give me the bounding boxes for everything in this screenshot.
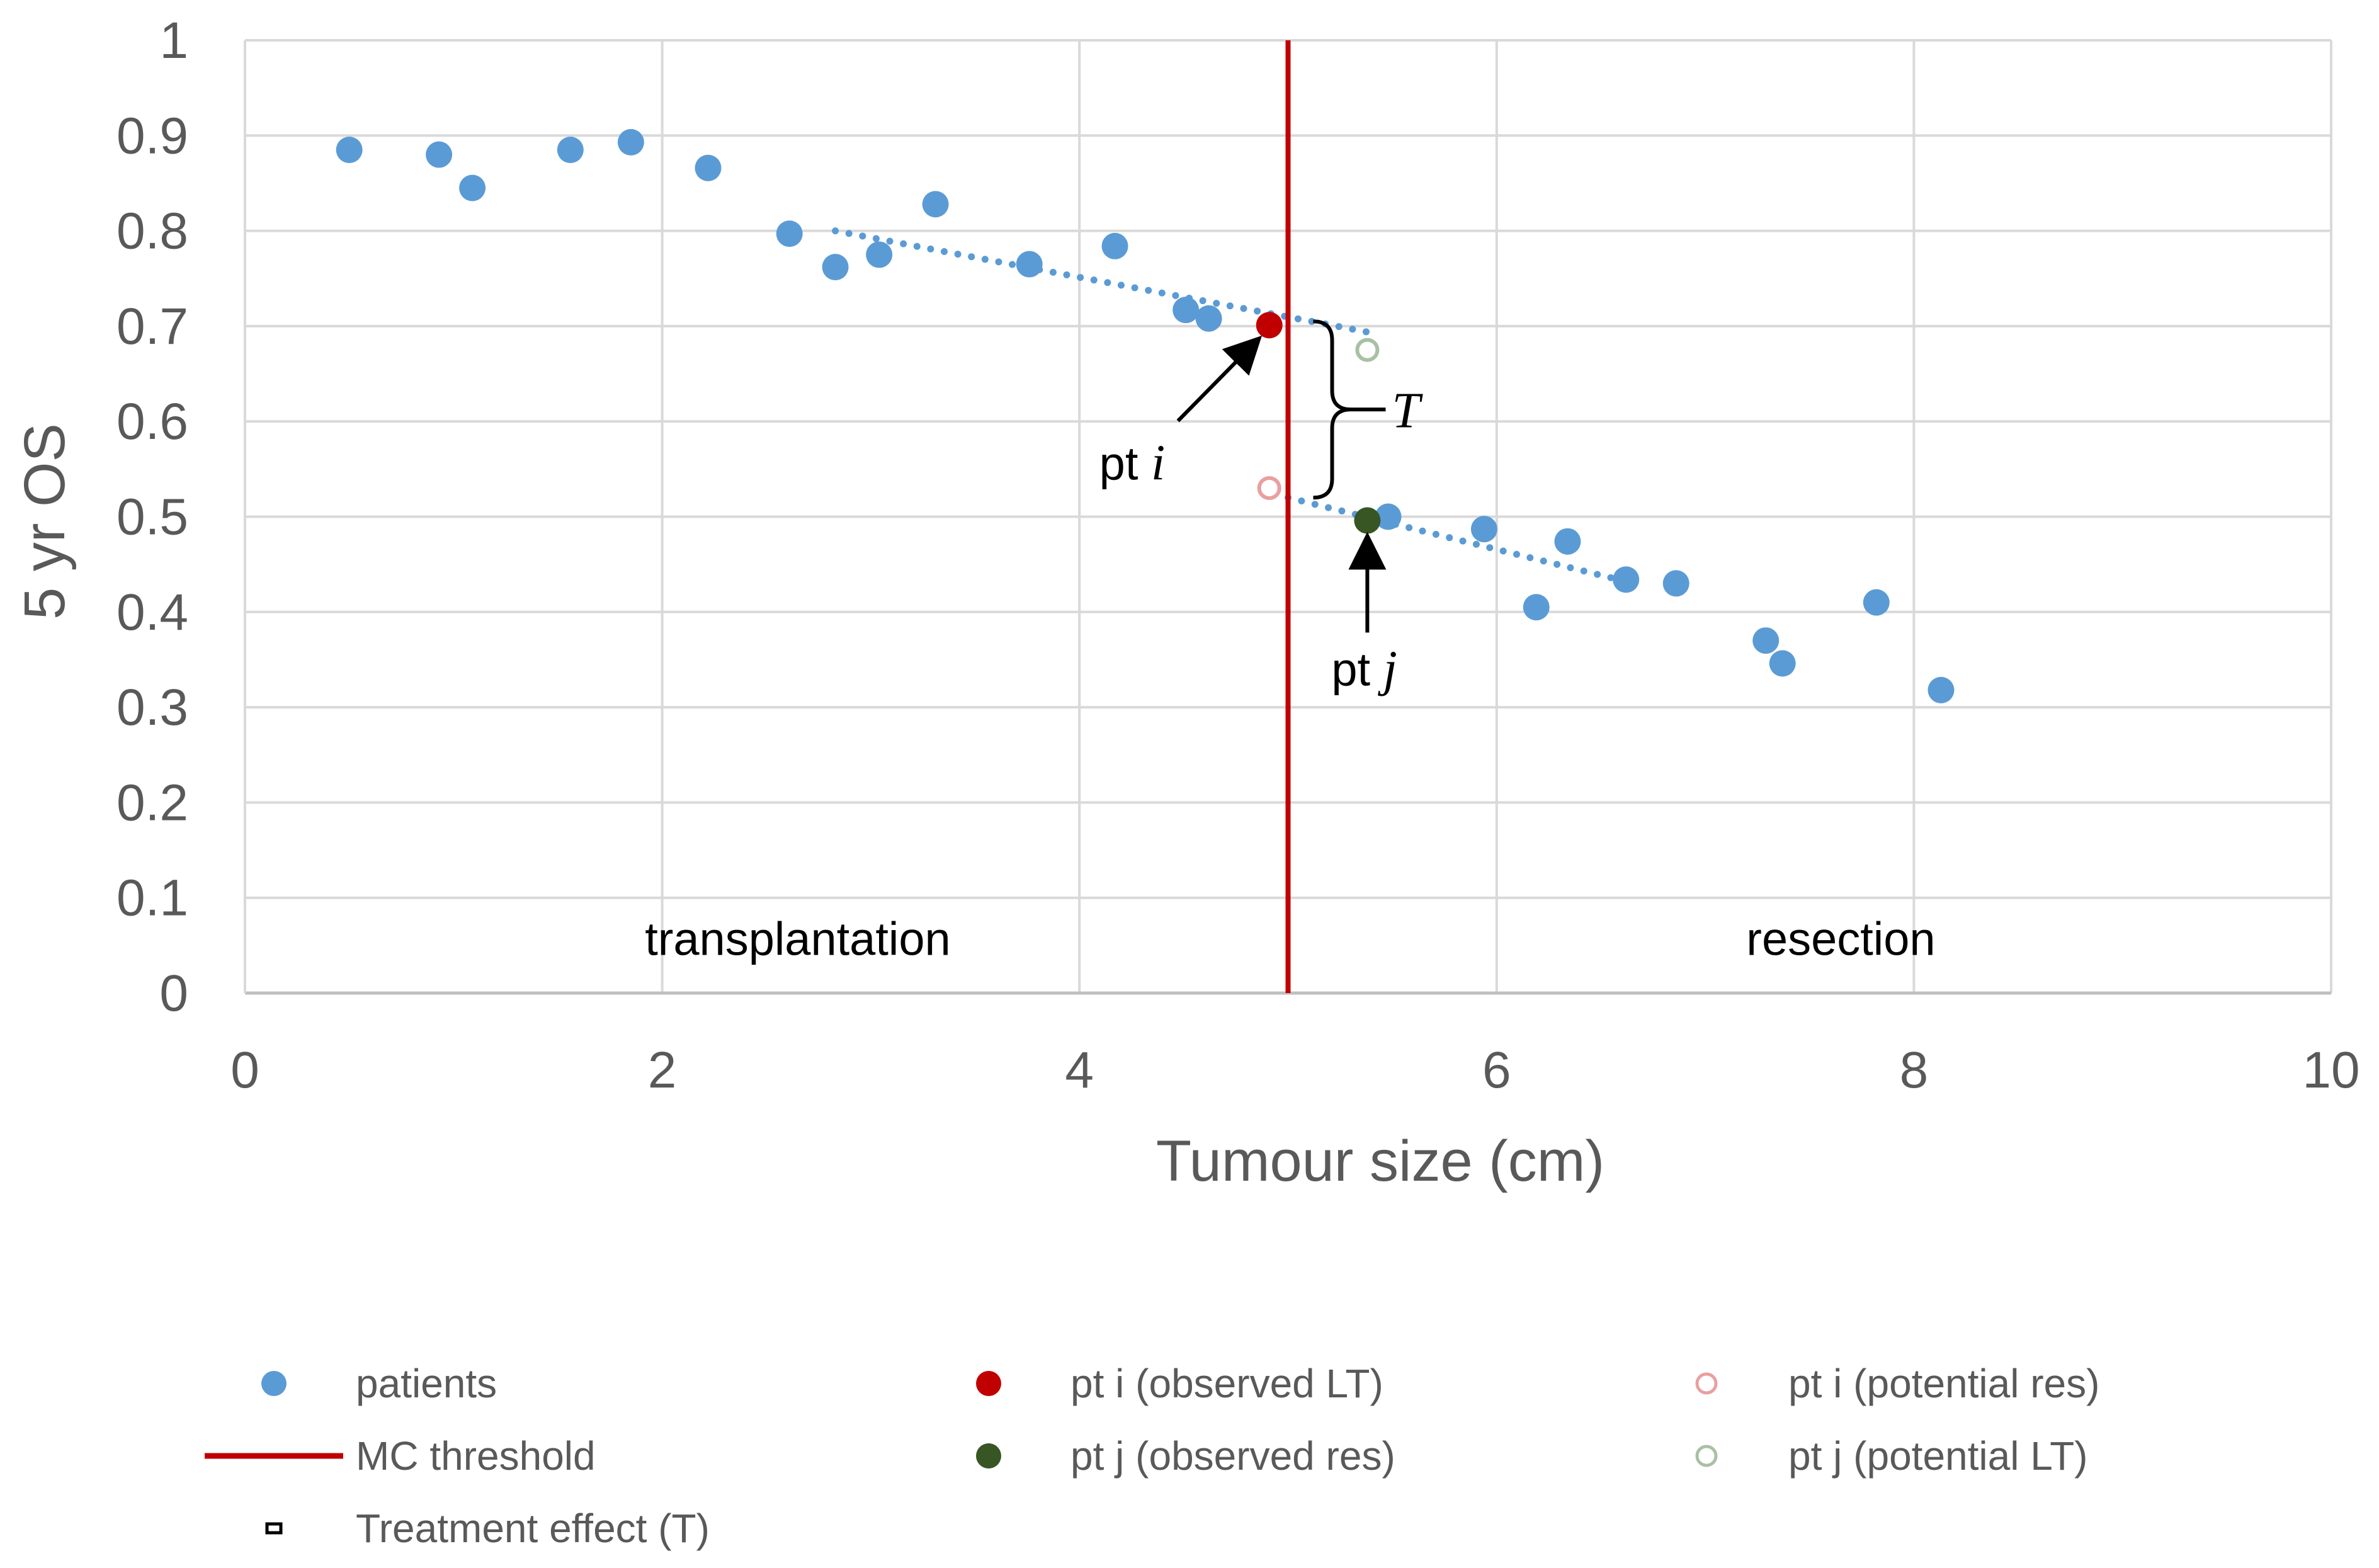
- legend-entry: MC threshold: [205, 1433, 596, 1479]
- y-tick-label: 0.4: [116, 584, 188, 641]
- pt-j-label-prefix: pt: [1331, 644, 1383, 696]
- patient-point: [1195, 305, 1222, 332]
- x-axis-title: Tumour size (cm): [1156, 1129, 1604, 1193]
- legend-marker-open: [1695, 1445, 1718, 1467]
- legend-marker-filled: [976, 1371, 1001, 1396]
- legend-marker-open: [1695, 1372, 1718, 1395]
- y-tick-label: 0.7: [116, 298, 188, 355]
- trendline-dotted: [1285, 494, 1630, 585]
- patient-point: [459, 174, 486, 202]
- legend-label: pt j (observed res): [1070, 1433, 1395, 1479]
- patient-point: [1863, 589, 1890, 616]
- pt-i-label: pt i: [1099, 435, 1166, 491]
- x-tick-label: 10: [2302, 1042, 2359, 1099]
- y-axis-title: 5 yr OS: [13, 423, 77, 620]
- patient-point: [1554, 528, 1581, 555]
- axes: 00.10.20.30.40.50.60.70.80.910 2 4 6 8 10: [116, 12, 2360, 1099]
- y-tick-label: 0.5: [116, 489, 188, 546]
- pt-i-potential-point: [1257, 476, 1281, 501]
- trendlines: [832, 227, 1630, 585]
- y-tick-label: 0.3: [116, 679, 188, 736]
- y-tick-label: 0.1: [116, 870, 188, 927]
- x-tick-label: 6: [1482, 1042, 1511, 1099]
- patient-point: [1172, 297, 1200, 324]
- patient-point: [1769, 650, 1796, 677]
- patient-point: [1613, 566, 1640, 593]
- x-tick-label: 8: [1900, 1042, 1929, 1099]
- region-label-resection: resection: [1746, 912, 1935, 965]
- patient-point: [1752, 627, 1780, 654]
- legend-marker-filled: [261, 1371, 287, 1396]
- pt-i-arrow: [1176, 335, 1263, 423]
- pt-j-label: pt j: [1331, 642, 1397, 697]
- patient-point: [1662, 570, 1689, 597]
- treatment-effect-label: T: [1392, 383, 1424, 438]
- patient-point: [922, 191, 949, 218]
- pt-j-observed-point: [1354, 507, 1381, 534]
- x-tick-label: 4: [1065, 1042, 1094, 1099]
- patient-point: [695, 154, 722, 181]
- patient-point: [1375, 503, 1402, 530]
- trendline-dotted: [832, 227, 1375, 336]
- patient-point: [557, 136, 584, 163]
- region-label-transplantation: transplantation: [645, 912, 950, 965]
- y-tick-label: 0.2: [116, 774, 188, 831]
- patient-point: [1101, 232, 1128, 259]
- legend-label: Treatment effect (T): [356, 1506, 710, 1551]
- legend-entry: pt j (potential LT): [1695, 1433, 2087, 1479]
- legend: patients pt i (observed LT) pt i (potentia…: [205, 1361, 2099, 1551]
- y-tick-label: 0.8: [116, 203, 188, 260]
- x-tick-label: 2: [648, 1042, 677, 1099]
- legend-entry: pt j (observed res): [976, 1433, 1395, 1479]
- patient-point: [617, 128, 644, 156]
- treatment-effect-brace: [1313, 319, 1351, 500]
- legend-label: MC threshold: [356, 1433, 596, 1479]
- y-tick-label: 0.6: [116, 393, 188, 450]
- legend-entry: pt i (observed LT): [976, 1361, 1383, 1406]
- legend-entry: patients: [261, 1361, 497, 1406]
- legend-label: pt i (potential res): [1788, 1361, 2099, 1406]
- annotations: Tpt i pt j transplantation resection: [645, 319, 1936, 965]
- pt-i-label-var: i: [1151, 435, 1165, 491]
- pt-j-potential-point: [1355, 338, 1380, 362]
- patient-point: [1928, 676, 1955, 703]
- legend-label: patients: [356, 1361, 497, 1406]
- patient-point: [866, 241, 893, 268]
- x-tick-label: 0: [230, 1042, 259, 1099]
- patient-point: [336, 136, 363, 163]
- y-tick-label: 0: [159, 965, 188, 1022]
- legend-label: pt j (potential LT): [1788, 1433, 2087, 1479]
- y-tick-label: 0.9: [116, 107, 188, 164]
- pt-i-observed-point: [1256, 312, 1283, 339]
- data-points: [336, 128, 1955, 703]
- legend-entry: pt i (potential res): [1695, 1361, 2099, 1406]
- legend-label: pt i (observed LT): [1070, 1361, 1383, 1406]
- patient-point: [776, 220, 803, 247]
- patient-point: [1016, 251, 1043, 278]
- legend-entry: Treatment effect (T): [265, 1506, 710, 1551]
- y-tick-label: 1: [159, 12, 188, 69]
- patient-point: [1470, 516, 1497, 543]
- pt-i-label-prefix: pt: [1099, 437, 1151, 489]
- legend-marker-filled: [976, 1443, 1001, 1469]
- patient-point: [426, 141, 453, 168]
- patient-point: [822, 254, 849, 281]
- patient-point: [1523, 594, 1550, 621]
- legend-marker-box: [265, 1522, 283, 1535]
